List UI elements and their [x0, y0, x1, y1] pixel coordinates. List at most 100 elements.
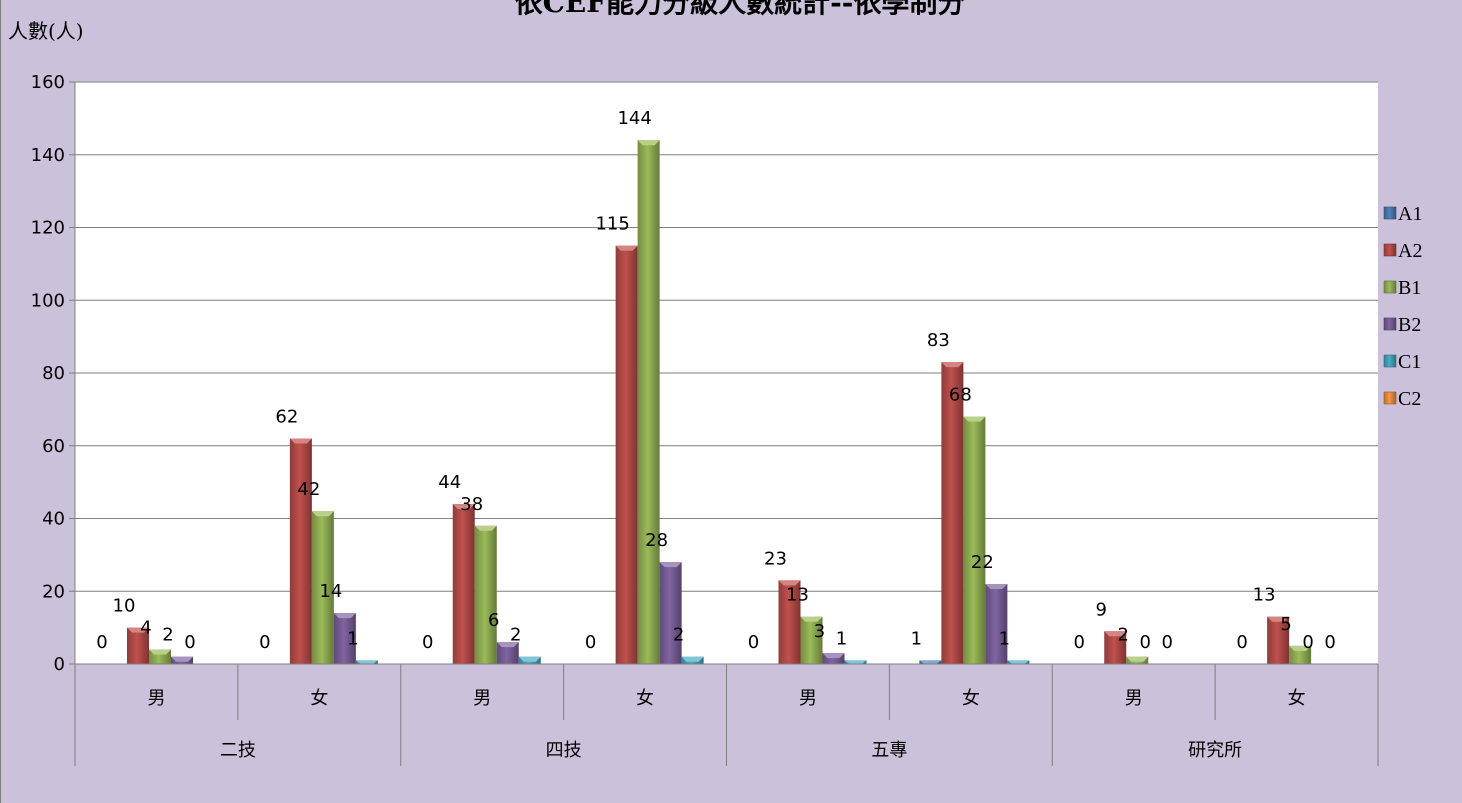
x-group-label: 四技: [546, 740, 582, 761]
y-axis: 0 20 40 60 80 100 120 140 160: [31, 72, 76, 675]
x-category-label: 女: [962, 688, 980, 709]
y-tick-label: 140: [31, 145, 65, 166]
data-label: 5: [1280, 614, 1291, 635]
x-category-label: 男: [799, 688, 817, 709]
bar-A1-5: [919, 660, 942, 664]
y-tick-label: 40: [42, 509, 65, 530]
chart-title: 依CEF能力分級人數統計--依學制分: [515, 0, 966, 19]
data-label: 13: [786, 585, 809, 606]
data-label: 23: [764, 548, 787, 569]
bar-B2-1: [333, 613, 356, 664]
bar-B1-5: [963, 416, 986, 664]
data-label: 44: [438, 472, 461, 493]
data-label: 0: [1074, 632, 1085, 653]
legend-item-B1: B1: [1383, 277, 1421, 299]
data-label: 144: [617, 108, 651, 129]
y-tick-label: 20: [42, 581, 65, 602]
legend-item-A1: A1: [1383, 203, 1422, 225]
data-label: 1: [911, 628, 922, 649]
data-label: 14: [319, 581, 342, 602]
data-label: 68: [949, 385, 972, 406]
bar-B1-0: [149, 649, 171, 664]
data-label: 4: [140, 617, 151, 638]
data-label: 2: [162, 625, 173, 646]
bar-B1-3: [637, 140, 660, 664]
legend-label: C2: [1398, 388, 1421, 410]
data-label: 1: [836, 628, 847, 649]
data-label: 0: [1140, 632, 1151, 653]
legend: A1 A2 B1 B2 C1 C2: [1383, 203, 1422, 410]
data-label: 0: [96, 632, 107, 653]
data-label: 28: [645, 530, 668, 551]
data-label: 0: [259, 632, 270, 653]
data-label: 2: [1118, 625, 1129, 646]
bar-B1-6: [1126, 656, 1149, 664]
y-tick-label: 160: [31, 72, 65, 93]
x-group-label: 二技: [220, 740, 256, 761]
bar-A2-2: [452, 503, 475, 664]
x-category-label: 女: [636, 688, 654, 709]
legend-label: A1: [1398, 203, 1422, 225]
x-category-label: 男: [1125, 688, 1143, 709]
gridlines: [69, 81, 1378, 665]
bar-A2-5: [941, 362, 964, 664]
x-axis: 男 女 男 女 男 女 男 女二技 四技 五專 研究所: [74, 663, 1379, 766]
legend-label: B2: [1398, 314, 1421, 336]
bar-A2-4: [778, 580, 801, 664]
x-group-label: 研究所: [1188, 740, 1242, 761]
bar-A2-3: [615, 245, 638, 664]
data-label: 1: [999, 628, 1010, 649]
bar-C1-2: [518, 656, 541, 664]
legend-item-B2: B2: [1383, 314, 1421, 336]
bar-A2-7: [1267, 616, 1290, 664]
data-label: 22: [971, 552, 994, 573]
y-tick-label: 60: [42, 436, 65, 457]
data-label: 0: [422, 632, 433, 653]
data-label: 0: [1302, 632, 1313, 653]
bar-A2-6: [1104, 631, 1127, 664]
bar-C1-4: [844, 660, 867, 664]
bars: [127, 140, 1312, 664]
legend-label: B1: [1398, 277, 1421, 299]
y-tick-label: 120: [31, 218, 65, 239]
data-label: 13: [1253, 585, 1276, 606]
bar-C1-1: [355, 660, 378, 664]
bar-B1-4: [800, 616, 823, 664]
data-label: 2: [673, 625, 684, 646]
legend-item-C2: C2: [1383, 388, 1421, 410]
data-label: 38: [460, 494, 483, 515]
bar-B2-4: [822, 653, 845, 664]
bar-A2-0: [127, 627, 149, 664]
bar-C1-3: [681, 656, 704, 664]
data-label: 115: [595, 214, 629, 235]
bar-B2-0: [171, 656, 193, 664]
data-label: 6: [488, 610, 499, 631]
data-label: 62: [275, 406, 298, 427]
data-label: 0: [1324, 632, 1335, 653]
legend-label: A2: [1398, 240, 1422, 262]
y-tick-label: 100: [31, 290, 65, 311]
bar-B1-2: [474, 525, 497, 664]
bar-A2-1: [289, 438, 312, 664]
data-label: 0: [184, 632, 195, 653]
bar-B2-3: [659, 562, 682, 664]
x-group-label: 五專: [871, 740, 907, 761]
data-label: 83: [927, 330, 950, 351]
data-label: 3: [814, 621, 825, 642]
data-label: 10: [113, 596, 136, 617]
x-category-label: 女: [1288, 688, 1306, 709]
y-axis-title: 人數(人): [8, 19, 84, 43]
data-label: 0: [748, 632, 759, 653]
x-category-label: 男: [147, 688, 165, 709]
data-label: 9: [1096, 599, 1107, 620]
data-label: 2: [510, 625, 521, 646]
bar-B2-5: [985, 583, 1008, 664]
data-label: 0: [585, 632, 596, 653]
data-label: 0: [1236, 632, 1247, 653]
bar-B1-1: [311, 511, 334, 664]
data-label: 0: [1162, 632, 1173, 653]
legend-item-A2: A2: [1383, 240, 1422, 262]
